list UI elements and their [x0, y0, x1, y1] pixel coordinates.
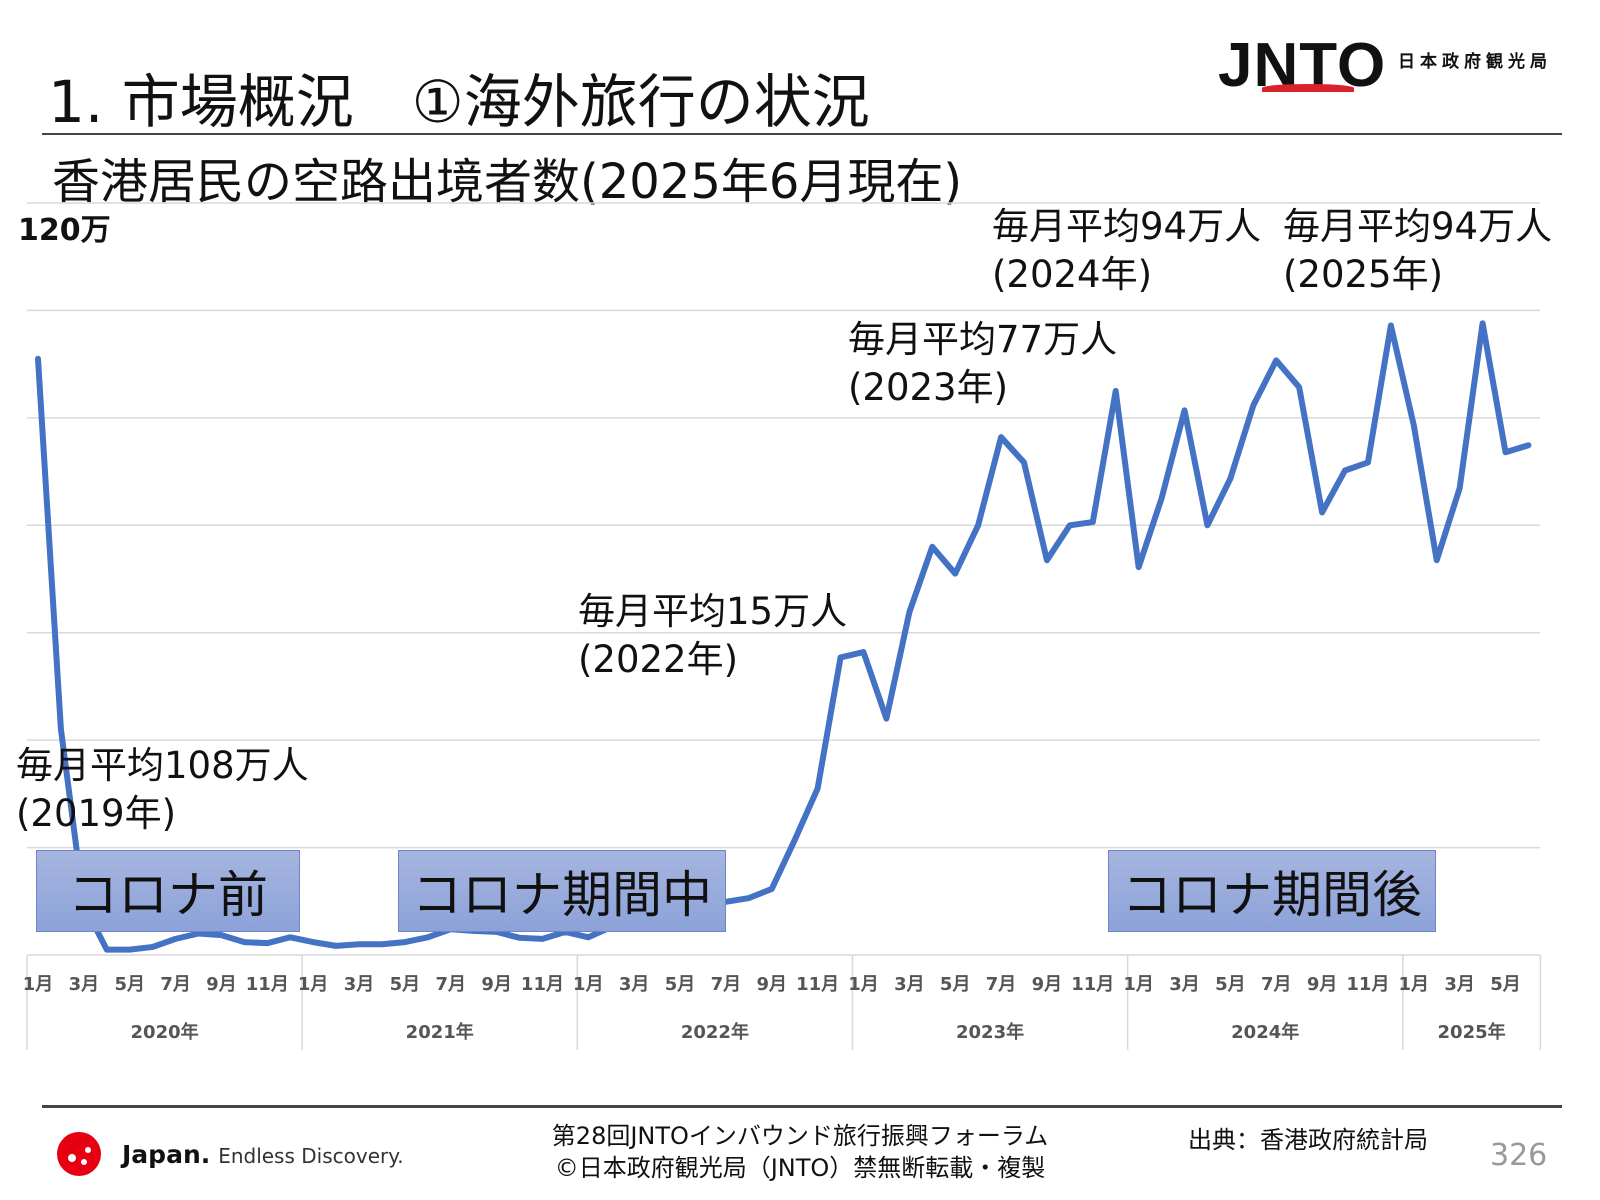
x-month-label: 11月 — [1071, 974, 1114, 995]
x-month-label: 9月 — [206, 974, 237, 995]
x-month-label: 1月 — [573, 974, 604, 995]
phase-label-pre-covid: コロナ前 — [36, 850, 300, 932]
x-month-label: 5月 — [114, 974, 145, 995]
x-year-label: 2024年 — [1231, 1021, 1299, 1043]
brand-name: Japan. — [122, 1140, 211, 1169]
jnto-logo-swoosh — [1262, 84, 1354, 92]
x-month-label: 5月 — [1215, 974, 1246, 995]
phase-label-during-covid: コロナ期間中 — [398, 850, 726, 932]
x-month-label: 3月 — [619, 974, 650, 995]
slide-title: 1. 市場概況 ①海外旅行の状況 — [48, 68, 870, 136]
x-month-label: 5月 — [940, 974, 971, 995]
x-month-label: 1月 — [1123, 974, 1154, 995]
x-month-label: 11月 — [246, 974, 289, 995]
x-month-label: 3月 — [69, 974, 100, 995]
footer-divider — [42, 1105, 1562, 1108]
annotation-2024: 毎月平均94万人 (2024年) — [992, 203, 1261, 299]
x-year-label: 2025年 — [1438, 1021, 1506, 1043]
annotation-year: (2022年) — [578, 638, 739, 681]
x-month-label: 3月 — [344, 974, 375, 995]
x-month-label: 3月 — [1444, 974, 1475, 995]
annotation-2022: 毎月平均15万人 (2022年) — [578, 588, 847, 684]
annotation-year: (2025年) — [1283, 253, 1444, 296]
series-line — [35, 320, 1532, 953]
annotation-text: 毎月平均108万人 — [16, 744, 309, 787]
x-month-label: 11月 — [521, 974, 564, 995]
x-month-label: 7月 — [711, 974, 742, 995]
x-year-label: 2021年 — [406, 1021, 474, 1043]
footer-event: 第28回JNTOインバウンド旅行振興フォーラム ©日本政府観光局（JNTO）禁無断… — [450, 1120, 1150, 1184]
japan-brand: Japan. Endless Discovery. — [122, 1140, 404, 1169]
copyright: ©日本政府観光局（JNTO）禁無断転載・複製 — [554, 1154, 1046, 1182]
phase-label-post-covid: コロナ期間後 — [1108, 850, 1436, 932]
header-divider — [42, 133, 1562, 135]
x-month-label: 1月 — [23, 974, 54, 995]
data-source: 出典：香港政府統計局 — [1188, 1126, 1428, 1154]
x-month-label: 7月 — [986, 974, 1017, 995]
x-month-label: 9月 — [481, 974, 512, 995]
x-month-label: 5月 — [665, 974, 696, 995]
x-month-label: 7月 — [160, 974, 191, 995]
annotation-2023: 毎月平均77万人 (2023年) — [848, 316, 1117, 412]
x-month-label: 11月 — [796, 974, 839, 995]
annotation-year: (2023年) — [848, 366, 1009, 409]
x-month-label: 11月 — [1346, 974, 1389, 995]
annotation-text: 毎月平均77万人 — [848, 318, 1118, 361]
x-year-label: 2020年 — [131, 1021, 199, 1043]
x-month-label: 1月 — [1399, 974, 1430, 995]
x-month-label: 7月 — [435, 974, 466, 995]
x-month-label: 5月 — [1490, 974, 1521, 995]
x-month-label: 1月 — [298, 974, 329, 995]
event-name: 第28回JNTOインバウンド旅行振興フォーラム — [551, 1122, 1049, 1150]
x-month-label: 3月 — [1169, 974, 1200, 995]
x-month-label: 9月 — [1307, 974, 1338, 995]
x-year-label: 2023年 — [956, 1021, 1024, 1043]
page-number: 326 — [1490, 1138, 1548, 1173]
x-month-label: 7月 — [1261, 974, 1292, 995]
x-month-label: 3月 — [894, 974, 925, 995]
annotation-2019: 毎月平均108万人 (2019年) — [16, 742, 309, 838]
x-month-label: 5月 — [390, 974, 421, 995]
annotation-year: (2019年) — [16, 792, 177, 835]
chart-title: 香港居民の空路出境者数(2025年6月現在) — [52, 154, 963, 210]
x-month-label: 1月 — [848, 974, 879, 995]
x-month-label: 9月 — [1032, 974, 1063, 995]
jnto-org-name: 日本政府観光局 — [1398, 52, 1552, 72]
y-tick-label: 120万 — [18, 213, 111, 248]
x-month-label: 9月 — [756, 974, 787, 995]
annotation-text: 毎月平均94万人 — [1283, 205, 1553, 248]
annotation-text: 毎月平均94万人 — [992, 205, 1262, 248]
annotation-text: 毎月平均15万人 — [578, 590, 848, 633]
annotation-year: (2024年) — [992, 253, 1153, 296]
brand-tagline: Endless Discovery. — [218, 1144, 404, 1168]
japan-cherry-blossom-logo — [57, 1132, 101, 1176]
annotation-2025: 毎月平均94万人 (2025年) — [1283, 203, 1552, 299]
x-year-label: 2022年 — [681, 1021, 749, 1043]
